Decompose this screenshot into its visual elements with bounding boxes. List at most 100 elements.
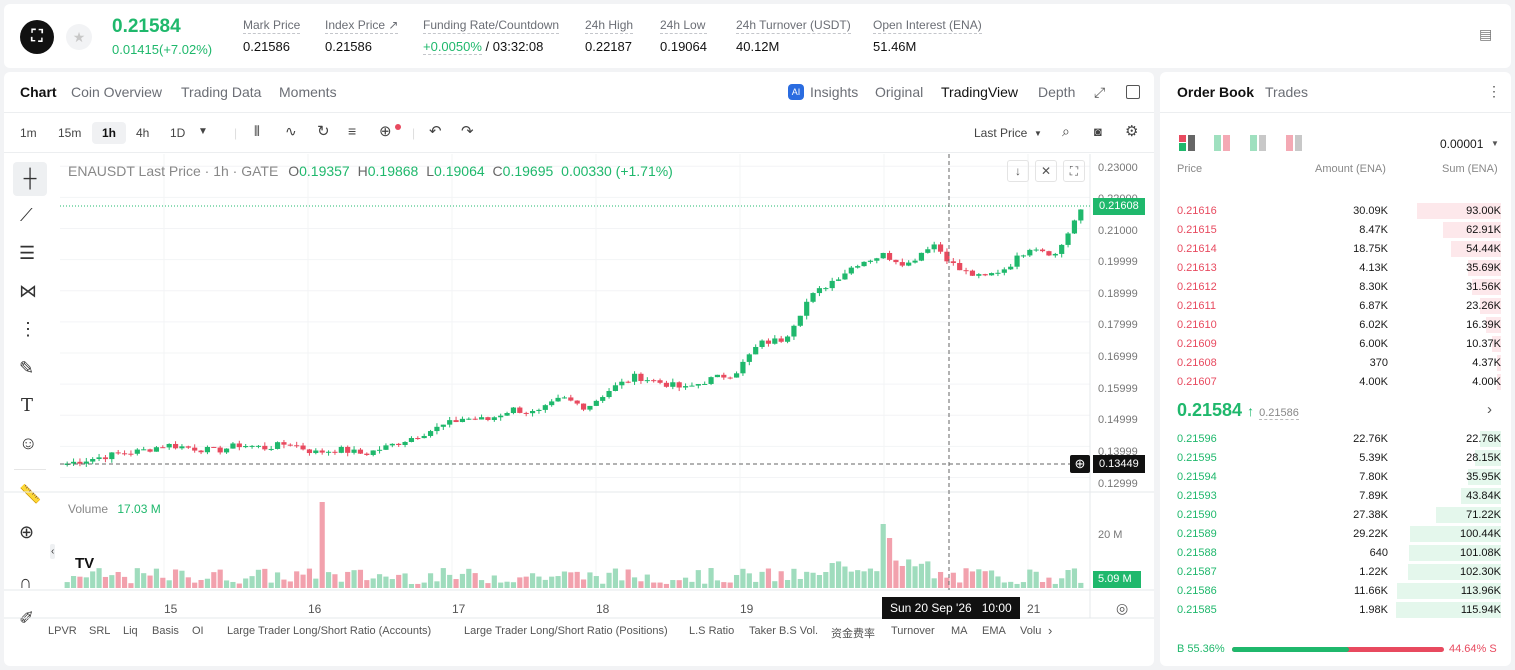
trendline-icon[interactable]: ⟋ [20, 205, 33, 225]
undo-icon[interactable]: ↶ [429, 123, 442, 140]
indicator-tab[interactable]: OI [192, 625, 204, 637]
collapse-icon[interactable]: ✕ [1035, 160, 1057, 182]
tab-original[interactable]: Original [875, 84, 924, 100]
indicators-icon[interactable]: ∿ [285, 123, 297, 139]
text-icon[interactable]: T [21, 395, 34, 416]
settings-gear-icon[interactable]: ⚙ [1125, 123, 1139, 140]
tab-moments[interactable]: Moments [279, 84, 337, 100]
ask-row[interactable]: 0.21607 4.00K 4.00K [1160, 372, 1511, 391]
view-bids-icon[interactable] [1250, 135, 1266, 151]
indicator-tab[interactable]: Turnover [891, 625, 935, 637]
arrow-down-icon[interactable]: ↓ [1007, 160, 1029, 182]
camera-icon[interactable]: ◙ [1094, 124, 1102, 139]
magnet-icon[interactable]: ∩ [19, 572, 32, 592]
ask-row[interactable]: 0.21616 30.09K 93.00K [1160, 201, 1511, 220]
brush-icon[interactable]: ✎ [19, 358, 35, 378]
chart-settings-icon[interactable]: ◎ [1116, 600, 1129, 616]
tab-chart[interactable]: Chart [20, 84, 57, 100]
collapse-toolbar-icon[interactable]: ‹ [50, 544, 56, 559]
y-tick: 0.21000 [1098, 225, 1138, 237]
ruler-icon[interactable]: 📏 [19, 484, 42, 504]
mid-price[interactable]: 0.21584 ↑ 0.21586 [1177, 400, 1299, 420]
fib-icon[interactable]: ⋮ [19, 319, 37, 339]
window-icon[interactable] [1126, 85, 1140, 99]
bid-row[interactable]: 0.21595 5.39K 28.15K [1160, 448, 1511, 467]
more-menu-icon[interactable]: ⋮ [1487, 83, 1501, 99]
indicator-tab[interactable]: Large Trader Long/Short Ratio (Accounts) [227, 625, 432, 637]
chevron-down-icon[interactable]: ▼ [198, 126, 208, 137]
chevron-right-icon[interactable]: › [1487, 401, 1492, 418]
interval-1h[interactable]: 1h [92, 122, 127, 144]
search-icon[interactable]: ⌕ [1062, 123, 1070, 139]
indicator-tab[interactable]: MA [951, 625, 968, 637]
candle [383, 445, 389, 450]
bid-row[interactable]: 0.21586 11.66K 113.96K [1160, 581, 1511, 600]
interval-1d[interactable]: 1D [170, 126, 186, 140]
tab-tradingview[interactable]: TradingView [941, 84, 1019, 100]
add-indicator-icon[interactable]: ⊕ [379, 123, 392, 140]
view-asks-icon[interactable] [1286, 135, 1302, 151]
pattern-icon[interactable]: ⋈ [19, 281, 37, 301]
add-alert-icon[interactable]: ⊕ [1070, 455, 1090, 473]
ask-row[interactable]: 0.21614 18.75K 54.44K [1160, 239, 1511, 258]
tab-depth[interactable]: Depth [1038, 84, 1076, 100]
bid-row[interactable]: 0.21593 7.89K 43.84K [1160, 486, 1511, 505]
volume-bar [542, 579, 548, 588]
zoom-in-icon[interactable]: ⊕ [19, 522, 35, 542]
bid-row[interactable]: 0.21596 22.76K 22.76K [1160, 429, 1511, 448]
ask-row[interactable]: 0.21609 6.00K 10.37K [1160, 334, 1511, 353]
ask-row[interactable]: 0.21612 8.30K 31.56K [1160, 277, 1511, 296]
fullscreen-icon[interactable]: ⛶ [1063, 160, 1085, 182]
crosshair-icon[interactable]: ┼ [13, 162, 47, 196]
tab-order-book[interactable]: Order Book [1177, 84, 1255, 100]
indicator-tab[interactable]: Liq [123, 625, 138, 637]
price-type-select[interactable]: Last Price [974, 126, 1028, 140]
redo-icon[interactable]: ↷ [461, 123, 474, 140]
bid-row[interactable]: 0.21589 29.22K 100.44K [1160, 524, 1511, 543]
replay-icon[interactable]: ↻ [317, 123, 330, 140]
indicator-tab[interactable]: Volu [1020, 625, 1042, 637]
candle [893, 259, 899, 263]
bid-row[interactable]: 0.21585 1.98K 115.94K [1160, 600, 1511, 619]
ask-row[interactable]: 0.21608 370 4.37K [1160, 353, 1511, 372]
ai-insights-icon[interactable]: AI [788, 84, 804, 100]
indicator-tab[interactable]: Basis [152, 625, 179, 637]
emoji-icon[interactable]: ☺ [19, 433, 38, 453]
bid-row[interactable]: 0.21587 1.22K 102.30K [1160, 562, 1511, 581]
ask-row[interactable]: 0.21615 8.47K 62.91K [1160, 220, 1511, 239]
indicator-tab[interactable]: Large Trader Long/Short Ratio (Positions… [464, 625, 668, 637]
stat-index-price[interactable]: Index Price ↗ 0.21586 [325, 18, 399, 54]
candle [102, 457, 109, 460]
indicator-tab[interactable]: LPVR [48, 625, 77, 637]
ask-row[interactable]: 0.21611 6.87K 23.26K [1160, 296, 1511, 315]
indicator-tab[interactable]: SRL [89, 625, 111, 637]
ask-row[interactable]: 0.21613 4.13K 35.69K [1160, 258, 1511, 277]
favorite-star-icon[interactable]: ★ [66, 24, 92, 50]
tab-coin-overview[interactable]: Coin Overview [71, 84, 163, 100]
expand-icon[interactable]: ⤢ [1094, 84, 1106, 100]
view-both-icon[interactable] [1179, 135, 1195, 151]
bid-row[interactable]: 0.21594 7.80K 35.95K [1160, 467, 1511, 486]
candle [504, 413, 510, 416]
precision-select[interactable]: 0.00001 [1440, 137, 1484, 151]
price-chart[interactable] [4, 72, 1154, 666]
indicator-tab[interactable]: EMA [982, 625, 1006, 637]
view-both-alt-icon[interactable] [1214, 135, 1230, 151]
horizontal-lines-icon[interactable]: ☰ [19, 243, 36, 263]
tab-trading-data[interactable]: Trading Data [181, 84, 262, 100]
notebook-icon[interactable]: ▤ [1479, 26, 1493, 42]
indicator-tab[interactable]: L.S Ratio [689, 625, 735, 637]
templates-icon[interactable]: ≡ [348, 123, 357, 139]
candles-icon[interactable]: ⫴ [254, 123, 260, 139]
interval-4h[interactable]: 4h [136, 126, 150, 140]
interval-1m[interactable]: 1m [20, 126, 37, 140]
ask-row[interactable]: 0.21610 6.02K 16.39K [1160, 315, 1511, 334]
indicator-tab[interactable]: 资金费率 [831, 628, 875, 640]
interval-15m[interactable]: 15m [58, 126, 82, 140]
bid-row[interactable]: 0.21590 27.38K 71.22K [1160, 505, 1511, 524]
bid-row[interactable]: 0.21588 640 101.08K [1160, 543, 1511, 562]
tab-insights[interactable]: Insights [810, 84, 859, 100]
tab-trades[interactable]: Trades [1265, 84, 1309, 100]
indicator-tab[interactable]: Taker B.S Vol. [749, 625, 819, 637]
chevron-right-icon[interactable]: › [1048, 623, 1053, 638]
